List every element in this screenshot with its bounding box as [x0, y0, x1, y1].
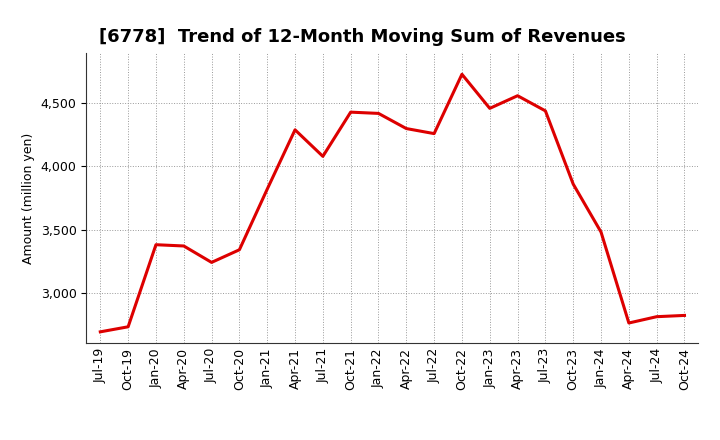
Text: [6778]  Trend of 12-Month Moving Sum of Revenues: [6778] Trend of 12-Month Moving Sum of R… [99, 28, 626, 46]
Y-axis label: Amount (million yen): Amount (million yen) [22, 132, 35, 264]
